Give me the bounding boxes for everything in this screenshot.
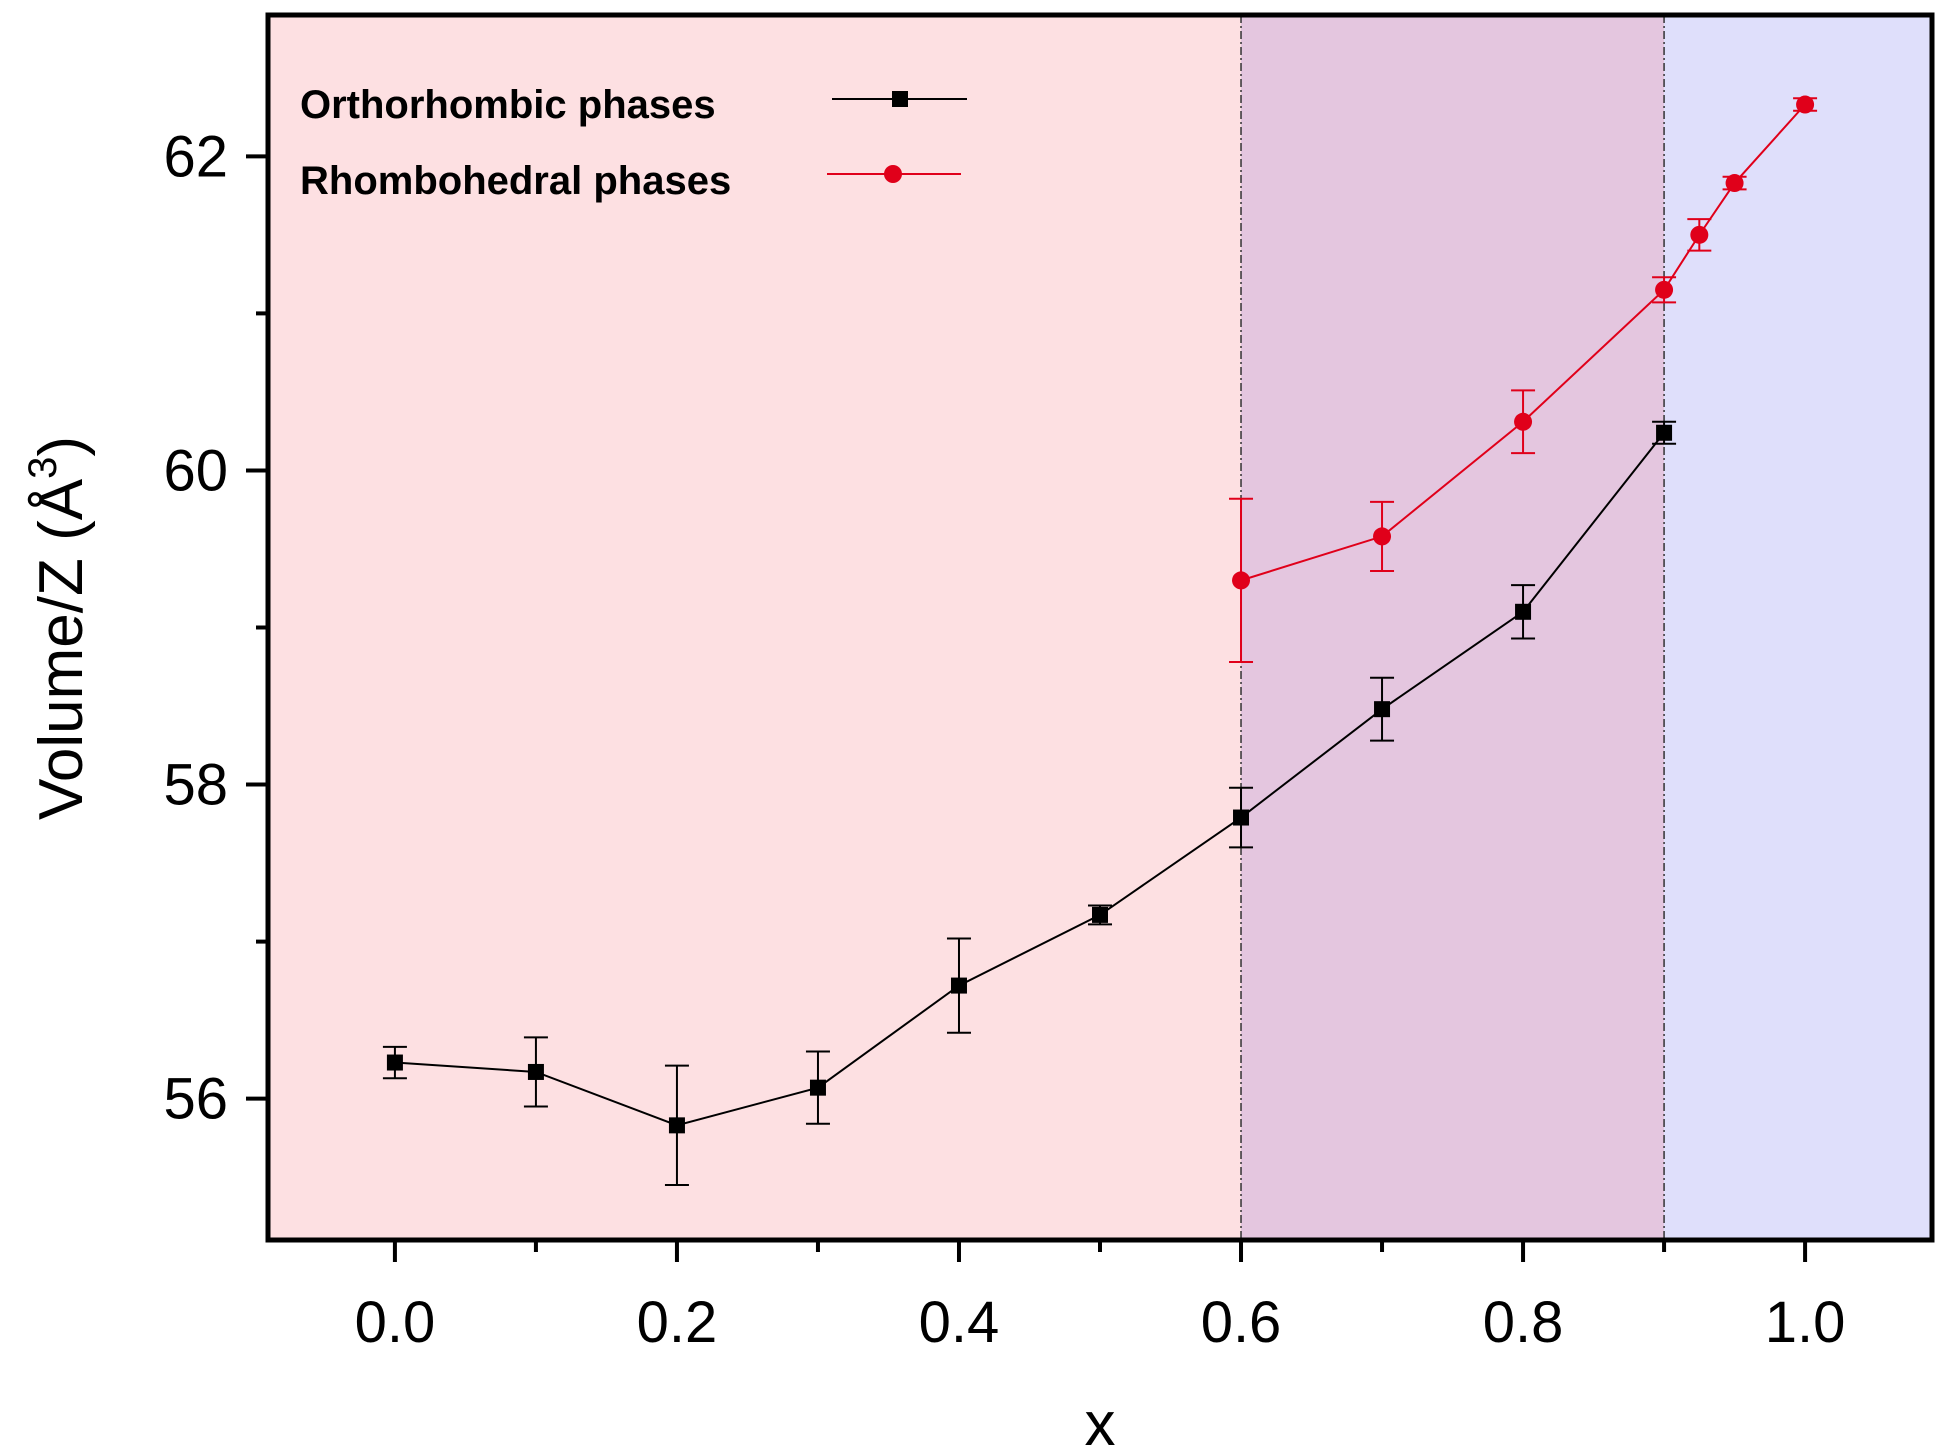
y-tick-label: 58: [163, 753, 228, 818]
y-tick-label: 60: [163, 438, 228, 503]
legend-marker-rhombohedral: [884, 165, 902, 183]
data-point-orthorhombic: [1092, 906, 1108, 923]
y-axis-title-main: Volume/Z (Å: [27, 478, 96, 820]
svg-text:Volume/Z (Å3): Volume/Z (Å3): [21, 436, 96, 820]
data-point-rhombohedral: [1514, 412, 1533, 431]
phase-regions: [268, 15, 1932, 1240]
series-orthorhombic: [382, 420, 1677, 1187]
data-point-orthorhombic: [1515, 603, 1532, 620]
data-point-orthorhombic: [1374, 701, 1391, 718]
y-tick-label: 62: [163, 124, 228, 189]
series-rhombohedral: [1229, 95, 1818, 664]
y-axis-title-superscript: 3: [21, 457, 65, 479]
x-tick-label: 1.0: [1765, 1290, 1846, 1355]
data-point-rhombohedral: [1796, 95, 1815, 114]
data-point-orthorhombic: [527, 1063, 544, 1080]
axis-ticks: 0.0 0.2 0.4 0.6 0.8 1.0 56 58 60 62: [163, 124, 1845, 1355]
legend: Orthorhombic phases Rhombohedral phases: [300, 83, 967, 203]
x-tick-label: 0.2: [637, 1290, 718, 1355]
legend-marker-orthorhombic: [892, 91, 908, 107]
x-tick-label: 0.6: [1201, 1290, 1282, 1355]
y-tick-label: 56: [163, 1067, 228, 1132]
y-axis-title: Volume/Z (Å3): [21, 436, 96, 820]
legend-label-rhombohedral: Rhombohedral phases: [300, 159, 731, 203]
data-point-orthorhombic: [950, 977, 967, 994]
data-point-rhombohedral: [1725, 174, 1744, 193]
orthorhombic-region: [268, 15, 1242, 1240]
x-axis-title: x: [1085, 1390, 1116, 1453]
legend-label-orthorhombic: Orthorhombic phases: [300, 83, 716, 127]
x-tick-label: 0.4: [919, 1290, 1000, 1355]
data-point-orthorhombic: [1233, 809, 1250, 826]
data-point-rhombohedral: [1690, 225, 1709, 244]
data-point-orthorhombic: [809, 1079, 826, 1096]
x-tick-label: 0.8: [1483, 1290, 1564, 1355]
data-point-rhombohedral: [1373, 527, 1392, 546]
mixed-region: [1241, 15, 1665, 1240]
rhombohedral-region: [1664, 15, 1932, 1240]
data-point-orthorhombic: [1656, 424, 1673, 441]
data-point-rhombohedral: [1655, 280, 1674, 299]
y-axis-title-close: ): [27, 436, 96, 457]
data-point-orthorhombic: [386, 1054, 403, 1071]
data-point-rhombohedral: [1232, 571, 1251, 590]
data-series: [382, 95, 1818, 1187]
x-tick-label: 0.0: [355, 1290, 436, 1355]
series-line-orthorhombic: [394, 432, 1665, 1127]
data-point-orthorhombic: [668, 1117, 685, 1134]
